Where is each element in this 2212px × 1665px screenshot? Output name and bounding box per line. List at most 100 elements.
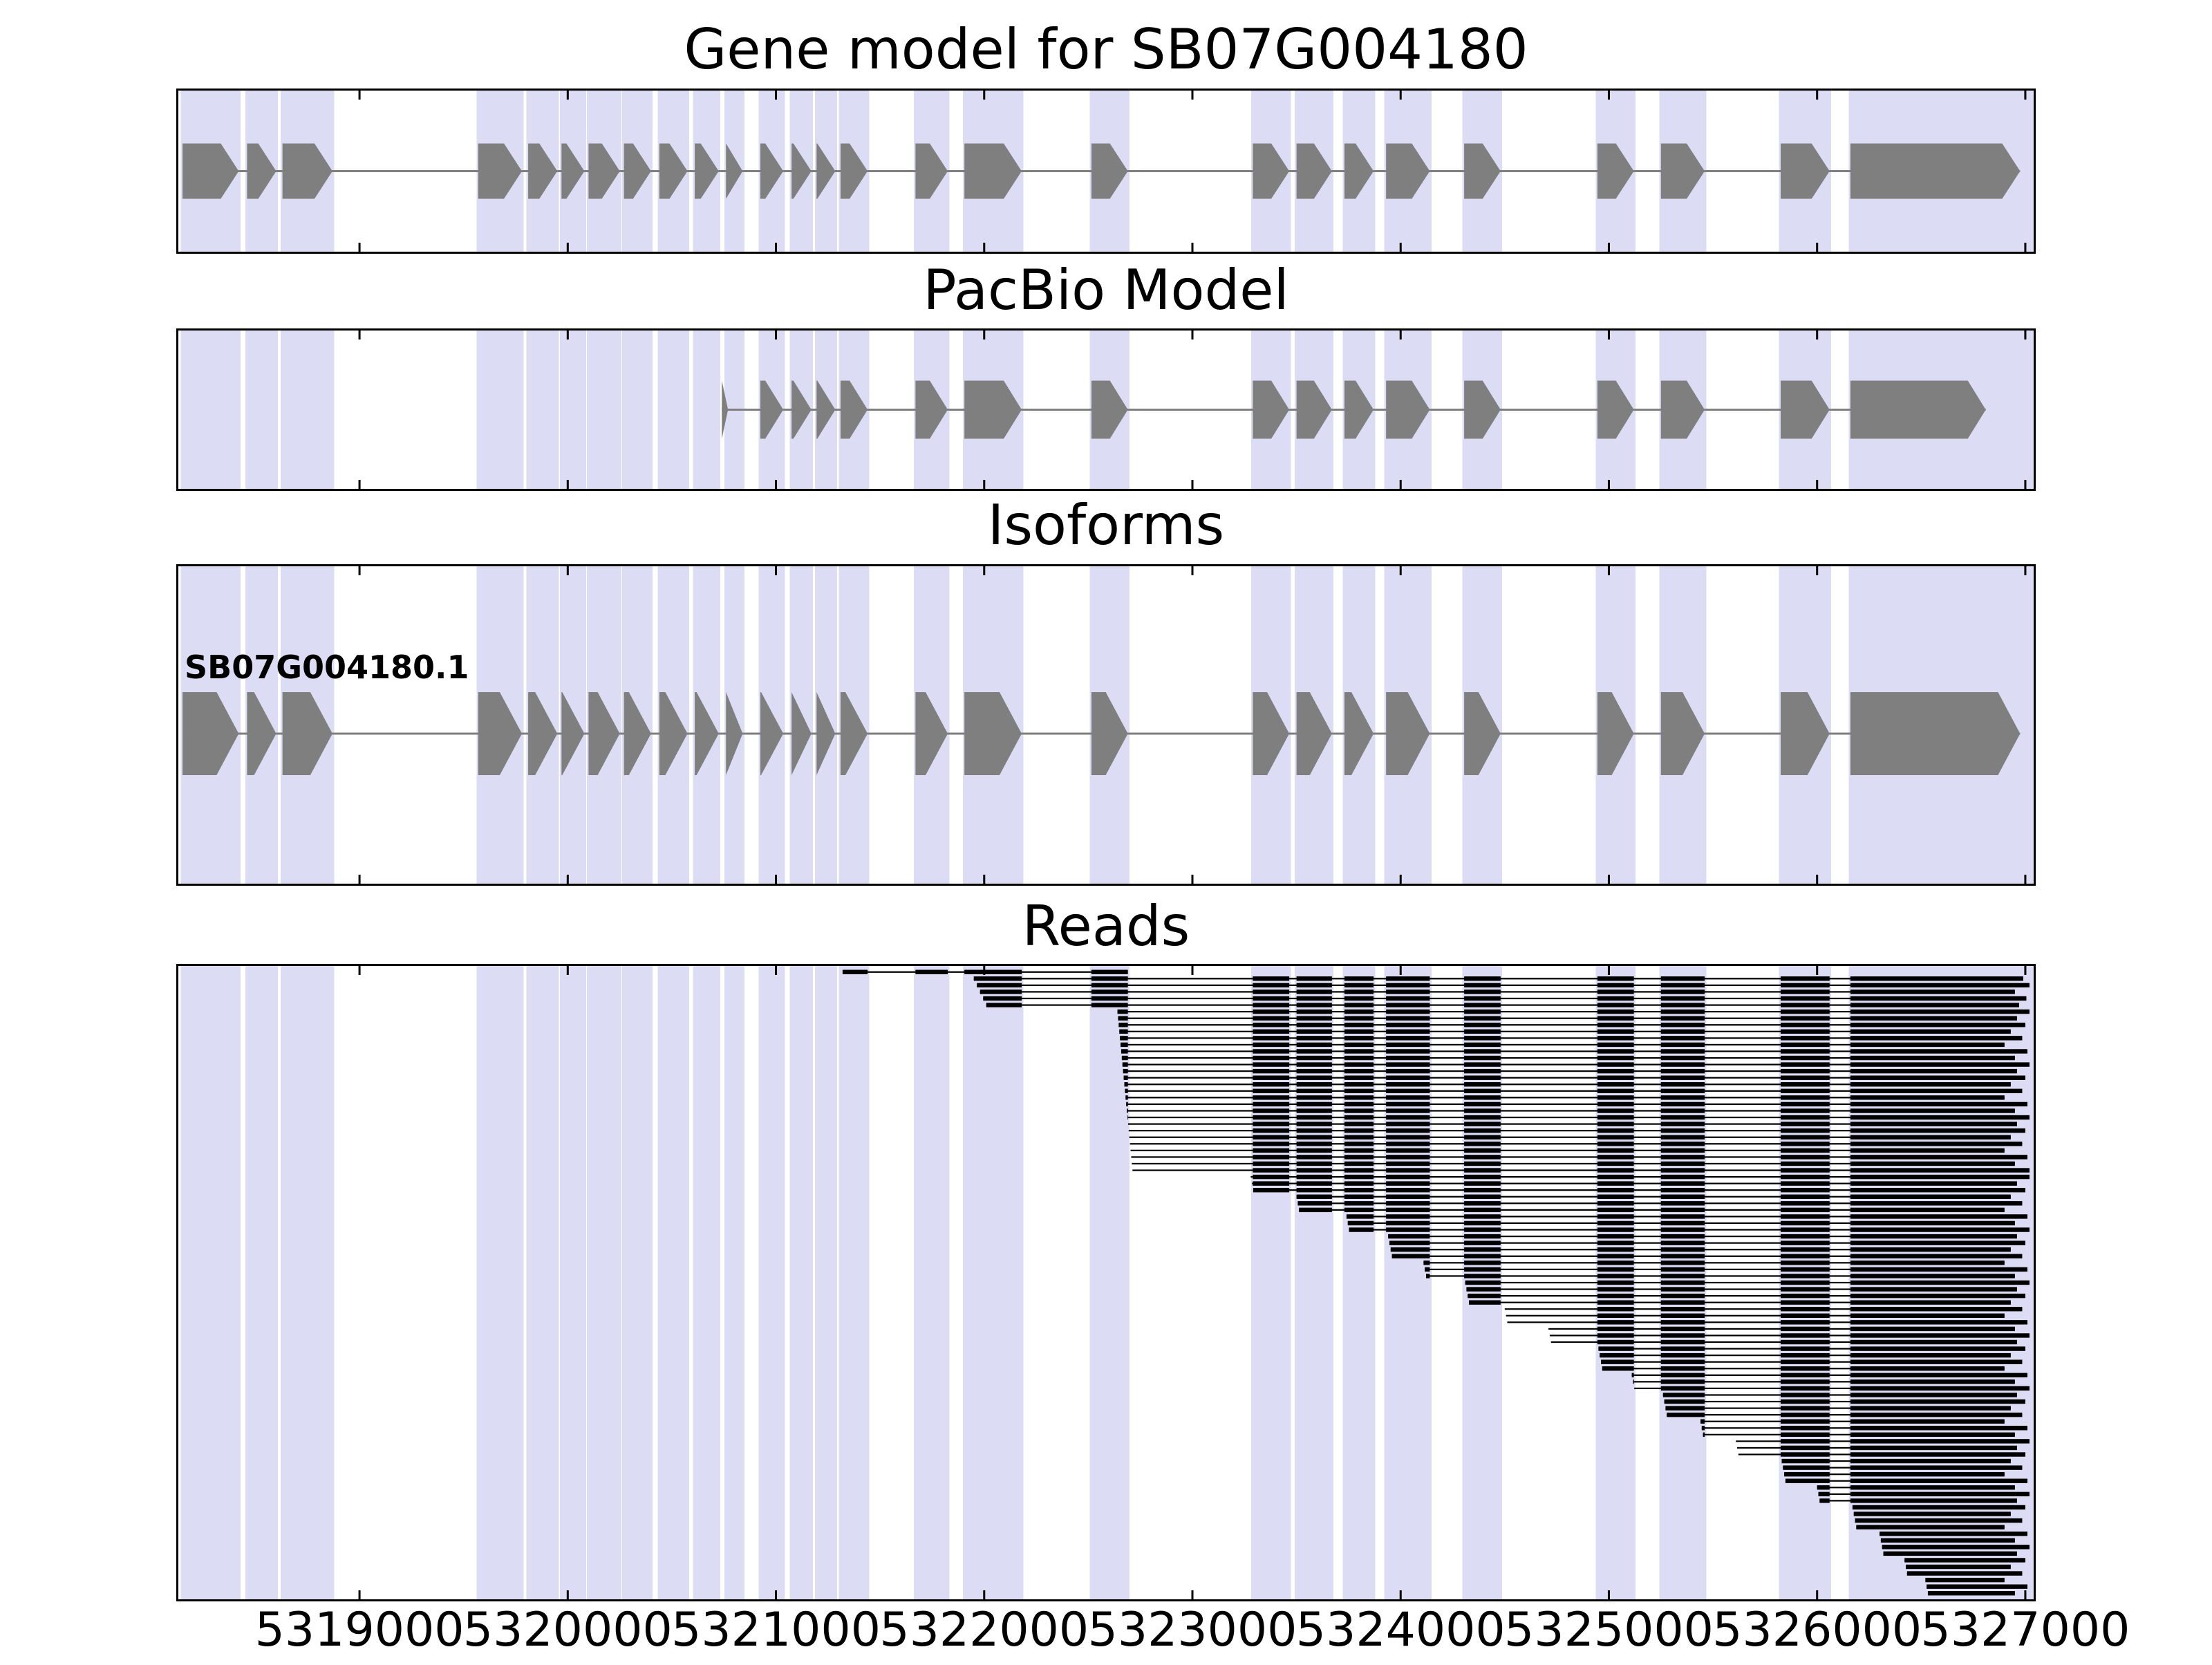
exon-highlight-band xyxy=(657,328,689,491)
read-exon-block xyxy=(1296,1036,1332,1041)
read-exon-block xyxy=(1597,1168,1634,1173)
x-axis-tick-label: 5326000 xyxy=(1712,1603,1922,1657)
read-exon-block xyxy=(1597,1148,1634,1153)
read-exon-block xyxy=(1780,1346,1830,1351)
read-exon-block xyxy=(1819,1498,1830,1503)
read-exon-block xyxy=(1852,1505,2025,1510)
read-exon-block xyxy=(1120,1036,1128,1041)
read-exon-block xyxy=(1464,1009,1501,1014)
read-exon-block xyxy=(1850,1201,2023,1206)
read-exon-block xyxy=(1597,1220,1634,1226)
read-exon-block xyxy=(1464,996,1501,1001)
exon-arrow xyxy=(791,692,812,775)
read-exon-block xyxy=(1464,1115,1501,1120)
exon-highlight-band xyxy=(180,964,241,1601)
read-exon-block xyxy=(1091,969,1128,974)
read-exon-block xyxy=(1253,1055,1290,1061)
read-exon-block xyxy=(1850,1181,2017,1186)
panel-border xyxy=(176,328,2036,491)
read-exon-block xyxy=(1780,1399,1830,1404)
read-exon-block xyxy=(1850,1049,2027,1054)
read-exon-block xyxy=(1597,1227,1634,1232)
exon-arrow xyxy=(1660,380,1705,439)
read-exon-block xyxy=(1850,1009,2030,1014)
read-exon-block xyxy=(1296,1148,1332,1153)
read-exon-block xyxy=(1850,1320,2027,1325)
read-exon-block xyxy=(1700,1419,1705,1424)
read-exon-block xyxy=(1296,1042,1332,1048)
read-exon-block xyxy=(1388,1234,1430,1239)
read-exon-block xyxy=(1464,1128,1501,1133)
read-exon-block xyxy=(1344,976,1374,981)
read-exon-block xyxy=(1850,1095,2005,1100)
read-exon-block xyxy=(1780,1426,1830,1431)
read-exon-block xyxy=(1597,1122,1634,1126)
read-exon-block xyxy=(1660,1313,1705,1318)
read-exon-block xyxy=(1253,1142,1290,1146)
read-exon-block xyxy=(1468,1293,1501,1299)
read-exon-block xyxy=(1386,989,1430,994)
read-exon-block xyxy=(1386,1122,1430,1126)
read-exon-block xyxy=(1464,989,1501,994)
read-exon-block xyxy=(1783,1465,1830,1470)
read-exon-block xyxy=(1660,1042,1705,1048)
read-exon-block xyxy=(1253,1049,1290,1054)
read-exon-block xyxy=(1253,1155,1290,1160)
read-exon-block xyxy=(1660,1115,1705,1120)
read-exon-block xyxy=(1296,1108,1332,1113)
read-exon-block xyxy=(1850,1142,2023,1146)
exon-arrow xyxy=(588,692,620,775)
read-exon-block xyxy=(1850,1168,2030,1173)
read-exon-block xyxy=(1464,1220,1501,1226)
read-exon-block xyxy=(1464,1135,1501,1140)
read-exon-block xyxy=(1850,1406,2011,1411)
read-exon-block xyxy=(1344,1068,1374,1074)
read-exon-block xyxy=(1464,1214,1501,1219)
exon-arrow xyxy=(695,692,719,775)
read-exon-block xyxy=(1296,1142,1332,1146)
read-exon-block xyxy=(1850,1220,2015,1226)
read-exon-block xyxy=(1597,1300,1634,1305)
read-exon-block xyxy=(1253,1115,1290,1120)
read-line xyxy=(1423,1262,2005,1264)
exon-arrow xyxy=(561,692,585,775)
read-exon-block xyxy=(1660,1075,1705,1080)
read-exon-block xyxy=(1464,1240,1501,1245)
exon-arrow xyxy=(1780,692,1830,775)
exon-arrow xyxy=(1296,380,1332,439)
read-exon-block xyxy=(1386,1029,1430,1034)
read-exon-block xyxy=(1660,1300,1705,1305)
read-exon-block xyxy=(1344,1029,1374,1034)
read-exon-block xyxy=(1464,1207,1501,1213)
read-exon-block xyxy=(1850,1036,2023,1041)
read-exon-block xyxy=(1665,1406,1705,1411)
read-exon-block xyxy=(1660,1386,1705,1391)
read-exon-block xyxy=(1850,1082,2011,1087)
read-exon-block xyxy=(1850,1128,2025,1133)
read-exon-block xyxy=(1597,1320,1634,1325)
read-exon-block xyxy=(1296,1049,1332,1054)
read-exon-block xyxy=(1850,1016,2017,1021)
exon-arrow xyxy=(726,143,743,199)
read-exon-block xyxy=(1344,1049,1374,1054)
read-exon-block xyxy=(1597,1247,1634,1252)
read-exon-block xyxy=(1598,1346,1634,1351)
read-exon-block xyxy=(1349,1227,1374,1232)
exon-arrow xyxy=(1850,380,1986,439)
read-exon-block xyxy=(1296,1181,1332,1186)
read-line xyxy=(1299,1209,2005,1211)
read-exon-block xyxy=(1386,1201,1430,1206)
read-exon-block xyxy=(1781,1458,1830,1464)
read-exon-block xyxy=(1091,983,1128,988)
exon-arrow xyxy=(659,143,688,199)
read-exon-block xyxy=(915,969,948,974)
read-exon-block xyxy=(1469,1300,1501,1305)
read-exon-block xyxy=(1780,1366,1830,1371)
exon-arrow xyxy=(791,380,812,439)
read-exon-block xyxy=(1660,1352,1705,1358)
read-exon-block xyxy=(1660,1016,1705,1021)
read-exon-block xyxy=(1464,1082,1501,1087)
reads-track-panel xyxy=(176,964,2036,1601)
read-exon-block xyxy=(1780,1280,1830,1285)
read-line xyxy=(1662,1394,2017,1396)
